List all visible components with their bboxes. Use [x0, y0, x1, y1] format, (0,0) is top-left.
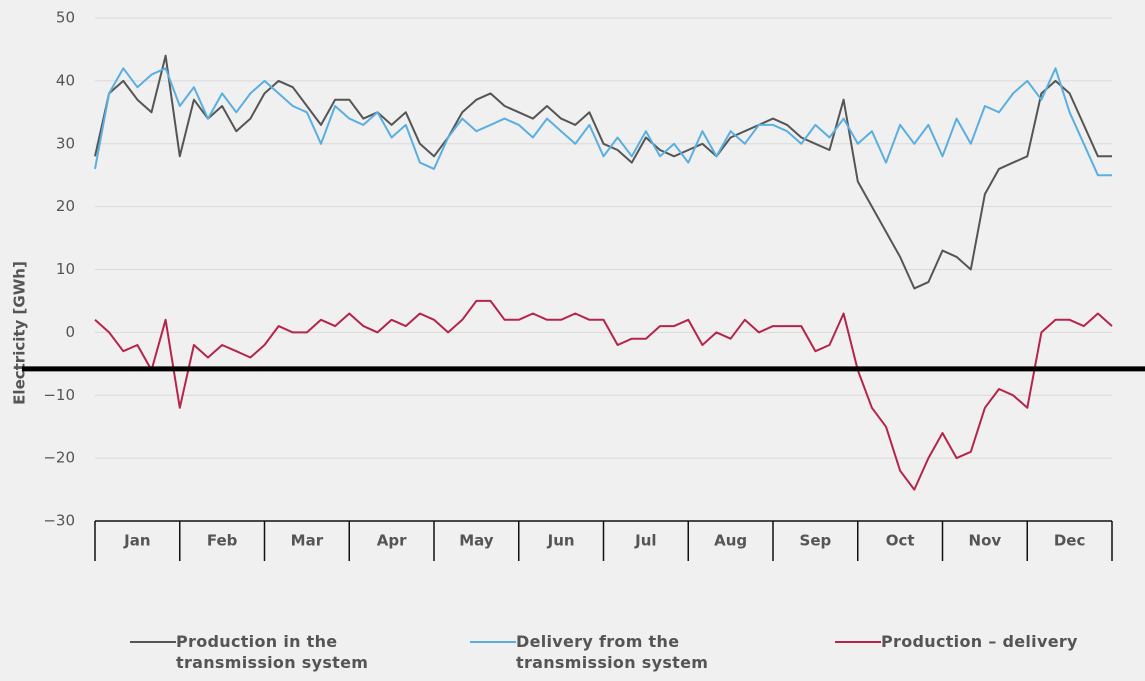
series-line — [94, 299, 1113, 491]
x-tick-label: Apr — [377, 532, 407, 550]
x-tick-label: Jan — [123, 532, 150, 550]
series-line — [94, 67, 1112, 177]
x-tick-label: Jun — [547, 532, 575, 550]
y-tick-label: 20 — [56, 197, 75, 215]
y-tick-label: 50 — [56, 9, 75, 27]
y-tick-label: 40 — [56, 71, 75, 89]
x-tick-label: Mar — [291, 532, 324, 550]
series-line — [94, 54, 1112, 290]
y-axis-label: Electricity [GWh] — [11, 261, 29, 405]
y-tick-label: −20 — [43, 449, 75, 467]
x-tick-label: Jul — [634, 532, 656, 550]
x-tick-label: Nov — [969, 532, 1002, 550]
legend-label: Production in the transmission system — [176, 632, 369, 672]
y-tick-label: −10 — [43, 386, 75, 404]
x-tick-label: Dec — [1054, 532, 1086, 550]
x-tick-label: Feb — [207, 532, 238, 550]
legend-swatch — [130, 641, 176, 643]
legend-label: Production – delivery — [881, 632, 1078, 651]
x-tick-label: Sep — [800, 532, 832, 550]
legend-item: Production – delivery — [835, 631, 1078, 652]
y-tick-label: −30 — [43, 512, 75, 530]
x-tick-label: Aug — [714, 532, 747, 550]
legend-item: Production in the transmission system — [130, 631, 376, 673]
y-tick-label: 30 — [56, 134, 75, 152]
x-tick-label: Oct — [886, 532, 915, 550]
legend-item: Delivery from the transmission system — [470, 631, 716, 673]
legend-swatch — [470, 641, 516, 643]
x-tick-label: May — [459, 532, 494, 550]
legend-label: Delivery from the transmission system — [516, 632, 709, 672]
y-tick-label: 10 — [56, 260, 75, 278]
y-tick-label: 0 — [65, 323, 75, 341]
legend-swatch — [835, 641, 881, 643]
